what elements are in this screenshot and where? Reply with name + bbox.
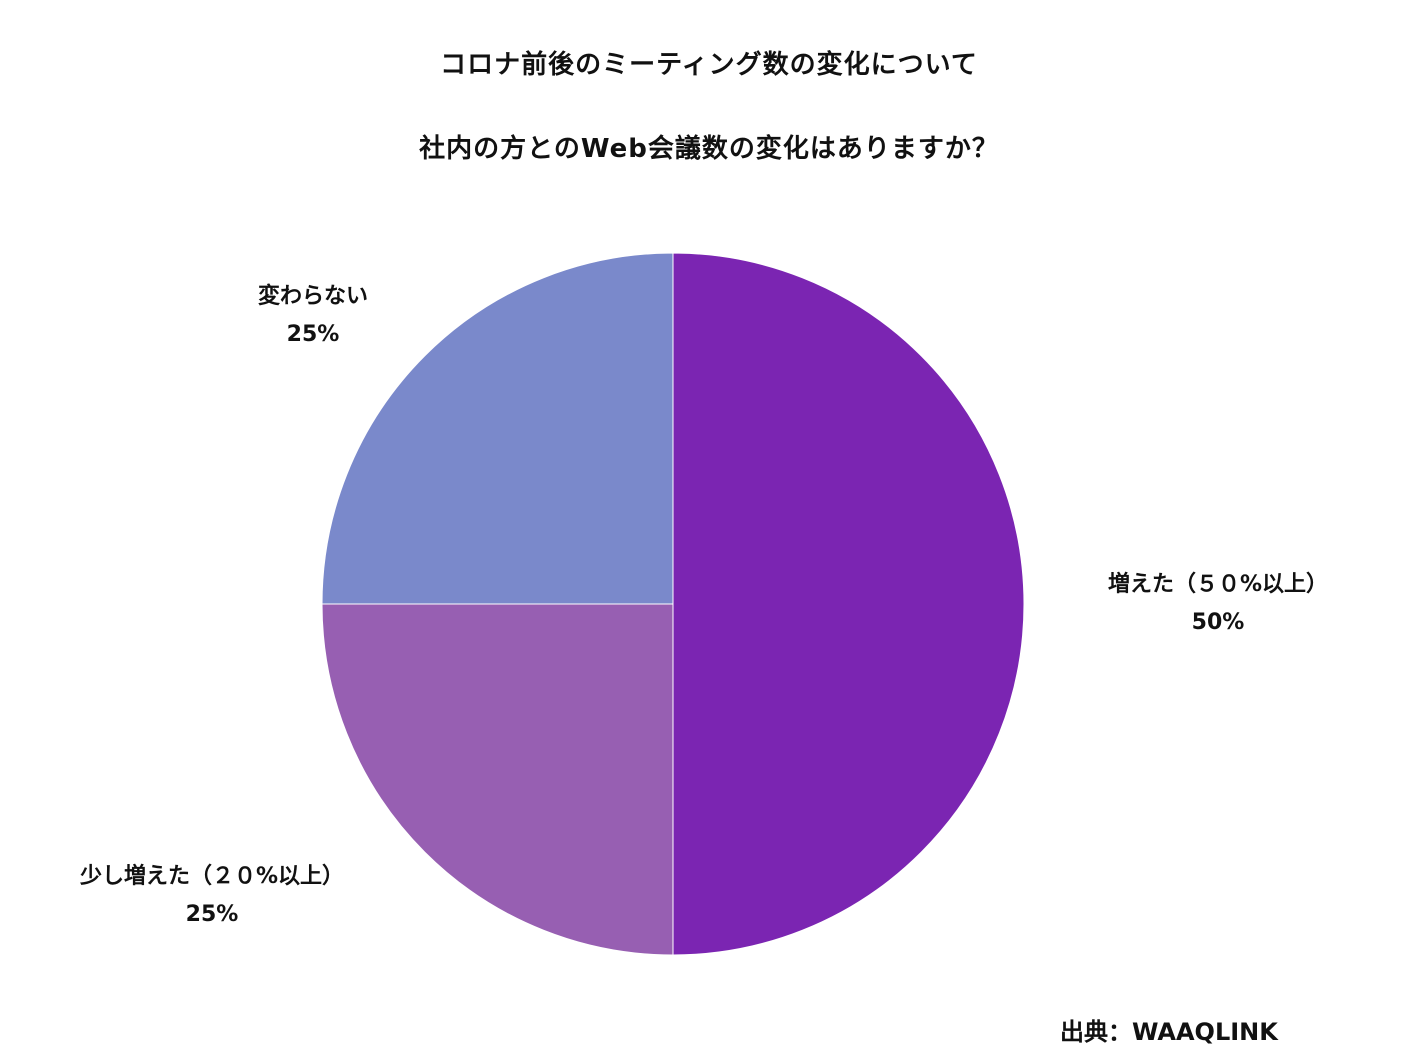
slice-label-value: 50% — [1191, 610, 1245, 635]
label-increased-50: 増えた（５０%以上） 50% — [1108, 566, 1328, 642]
pie-slice — [321, 252, 674, 605]
slice-label-value: 25% — [185, 902, 239, 927]
slice-label-name: 変わらない — [257, 284, 369, 309]
label-unchanged: 変わらない 25% — [258, 278, 368, 354]
pie-slice — [321, 603, 674, 956]
chart-subtitle: 社内の方とのWeb会議数の変化はありますか？ — [419, 134, 999, 164]
slice-label-value: 25% — [286, 322, 340, 347]
label-slightly-increased-20: 少し増えた（２０%以上） 25% — [80, 858, 344, 934]
slice-label-name: 少し増えた（２０%以上） — [79, 864, 345, 889]
slice-label-name: 増えた（５０%以上） — [1107, 572, 1329, 597]
chart-title: コロナ前後のミーティング数の変化について — [440, 50, 978, 80]
pie-slice — [672, 252, 1025, 956]
source-credit: 出典：WAAQLINK — [1060, 1018, 1278, 1046]
